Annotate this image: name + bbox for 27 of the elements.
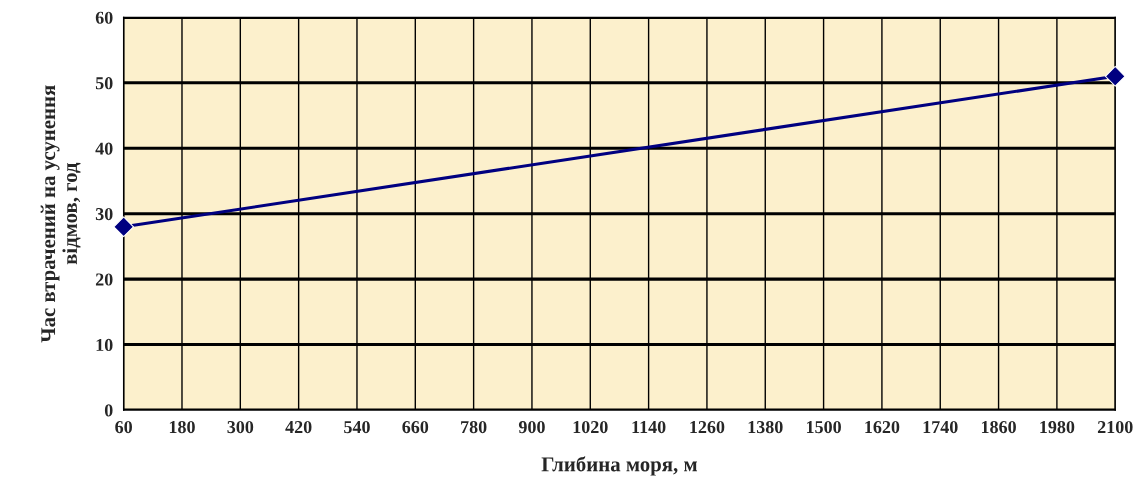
- x-tick-label: 1500: [806, 420, 841, 434]
- x-tick-label: 1140: [632, 420, 666, 434]
- y-tick-label: 0: [104, 404, 113, 417]
- x-tick-label: 780: [461, 420, 487, 434]
- x-tick-label: 420: [285, 420, 312, 434]
- x-axis-title: Глибина моря, м: [541, 456, 698, 476]
- x-tick-label: 180: [169, 420, 195, 434]
- x-tick-label: 1260: [690, 420, 725, 434]
- y-tick-label: 50: [95, 77, 113, 90]
- x-tick-label: 1860: [981, 420, 1016, 434]
- y-tick-label: 20: [95, 273, 113, 286]
- x-tick-label: 1380: [748, 420, 783, 434]
- x-tick-label: 2100: [1097, 420, 1133, 434]
- x-tick-label: 900: [518, 420, 545, 434]
- x-tick-label: 300: [227, 420, 254, 434]
- x-tick-label: 1020: [573, 420, 608, 434]
- y-tick-label: 60: [95, 11, 113, 24]
- y-tick-label: 30: [95, 207, 113, 221]
- x-tick-label: 1620: [865, 420, 900, 434]
- x-tick-label: 540: [344, 420, 370, 434]
- y-tick-label: 40: [95, 142, 113, 155]
- x-tick-label: 1740: [923, 420, 958, 434]
- x-tick-label: 60: [115, 420, 132, 434]
- y-axis-title: Час втрачений на усунення відмов, год: [40, 85, 81, 343]
- y-tick-label: 10: [96, 338, 113, 352]
- x-tick-label: 1980: [1040, 420, 1075, 434]
- x-tick-label: 660: [402, 420, 429, 434]
